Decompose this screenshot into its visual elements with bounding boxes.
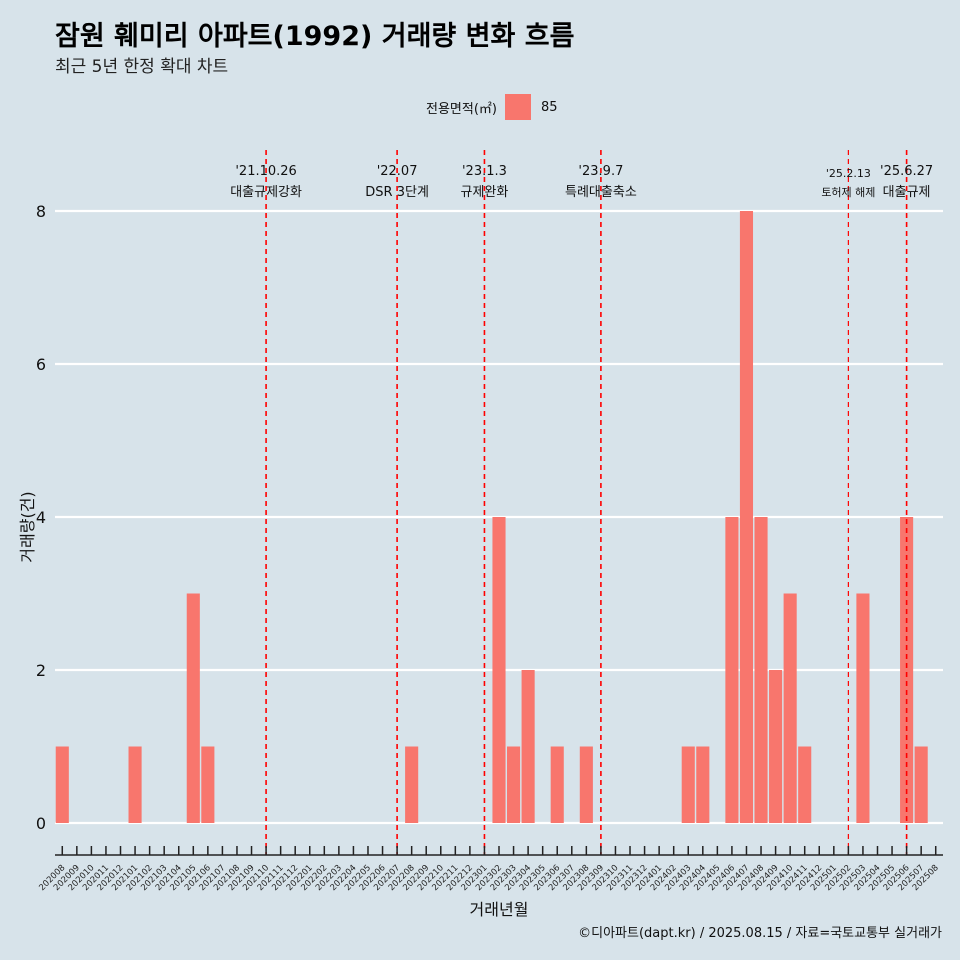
legend: 전용면적(㎡) 85 [426,94,558,120]
bar [507,746,521,823]
annotation-label: 토허제 해제 [821,185,875,199]
y-axis-title: 거래량(건) [18,491,37,562]
bar [725,517,739,823]
bar [550,746,564,823]
bar [55,746,69,823]
annotation-date: '22.07 [377,164,418,179]
annotation-date: '21.10.26 [235,164,296,179]
bar [783,593,797,823]
legend-title: 전용면적(㎡) [426,101,497,117]
bar [128,746,142,823]
annotation-label: 대출규제강화 [230,185,302,200]
bar [579,746,593,823]
annotation-label: 규제완화 [461,185,509,200]
bar [769,670,783,823]
annotation-label: 대출규제 [883,185,931,200]
bar [186,593,200,823]
y-tick-label: 8 [36,202,46,221]
bar [739,211,754,823]
annotation-date: '25.6.27 [880,164,933,179]
annotation-date: '23.1.3 [462,164,507,179]
annotation-label: 특례대출축소 [565,185,637,200]
x-axis-title: 거래년월 [470,900,529,919]
chart-title: 잠원 훼미리 아파트(1992) 거래량 변화 흐름 [55,21,575,52]
bar [914,746,928,823]
bar [900,517,914,823]
bar [696,746,710,823]
bar [201,746,215,823]
y-tick-label: 0 [36,814,46,833]
chart-subtitle: 최근 5년 한정 확대 차트 [55,57,229,77]
bar [521,670,535,823]
source-caption: ©디아파트(dapt.kr) / 2025.08.15 / 자료=국토교통부 실… [578,926,942,941]
legend-label: 85 [540,99,558,115]
bar [798,746,812,823]
y-tick-label: 6 [36,355,46,374]
bar [405,746,419,823]
annotation-date: '23.9.7 [578,164,623,179]
bar [492,517,506,823]
legend-swatch [504,94,531,120]
bar [754,517,768,823]
bar [856,593,870,823]
y-tick-label: 2 [36,661,46,680]
bar [681,746,695,823]
y-tick-label: 4 [36,508,46,527]
annotation-date: '25.2.13 [826,167,871,180]
annotation-label: DSR 3단계 [365,185,429,200]
